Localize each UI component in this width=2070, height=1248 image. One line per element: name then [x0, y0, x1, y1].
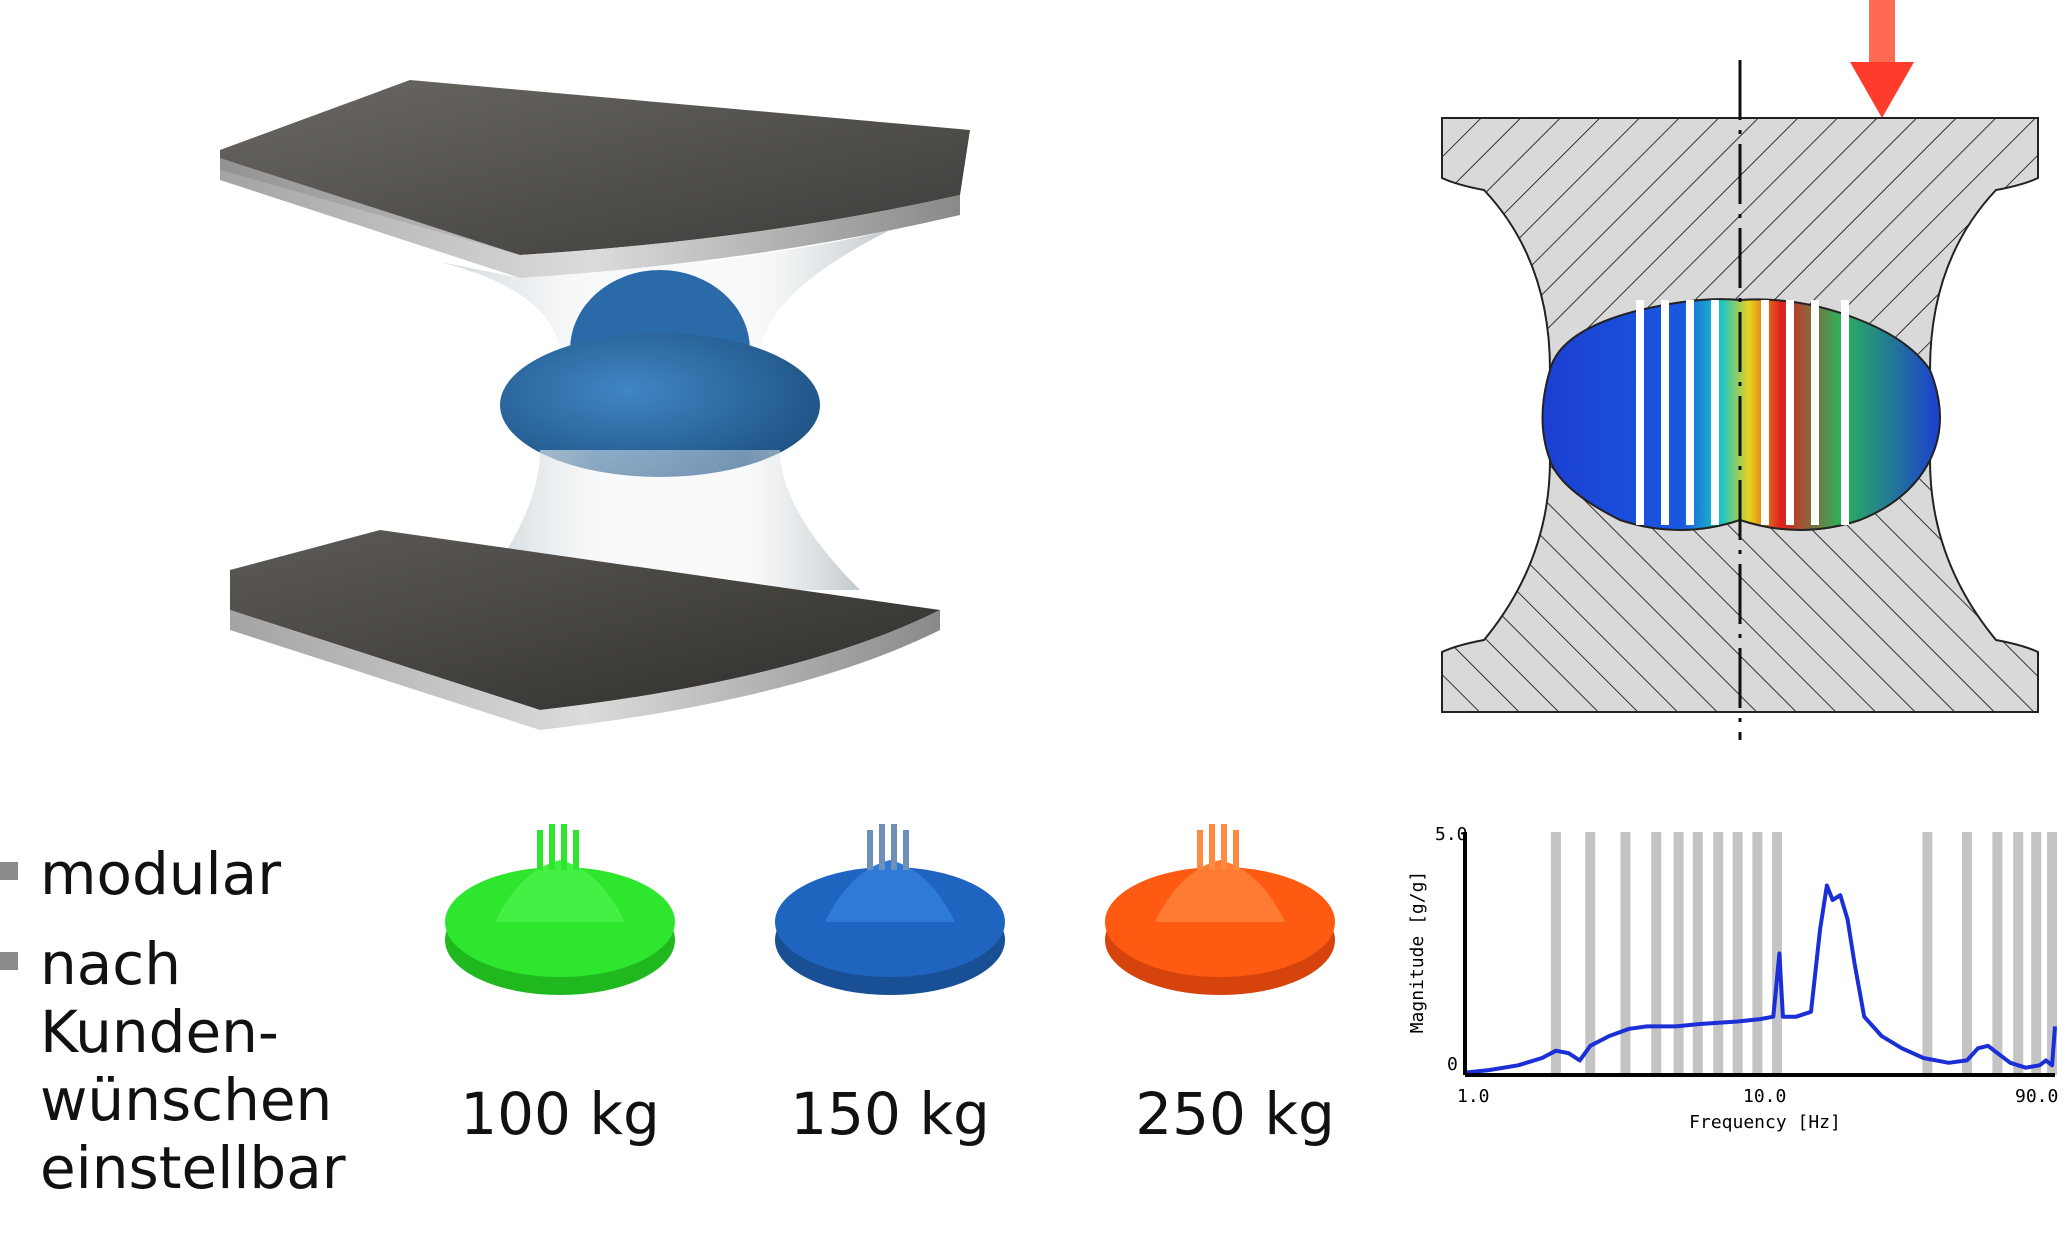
bullet-item: nach Kunden- wünschen einstellbar	[0, 930, 420, 1202]
frequency-band	[1620, 832, 1631, 1075]
y-axis-label: Magnitude [g/g]	[1407, 871, 1428, 1034]
frequency-band	[1992, 832, 2003, 1075]
bullet-square-icon	[0, 952, 18, 970]
bullet-item: modular	[0, 840, 420, 908]
frequency-band	[2047, 832, 2058, 1075]
variant-render-blue	[775, 824, 1005, 995]
feature-list: modular nach Kunden- wünschen einstellba…	[0, 840, 420, 1224]
foam-render-icon	[775, 824, 1005, 995]
frequency-band	[1713, 832, 1724, 1075]
frequency-band	[1673, 832, 1684, 1075]
x-tick-10: 10.0	[1743, 1086, 1786, 1107]
frequency-band	[1922, 832, 1933, 1075]
frequency-band	[1550, 832, 1561, 1075]
frequency-band	[1732, 832, 1743, 1075]
frequency-band	[1585, 832, 1596, 1075]
x-tick-90: 90.0	[2015, 1086, 2058, 1107]
foam-render-icon	[445, 824, 675, 995]
variant-render-orange	[1105, 824, 1335, 995]
y-tick-top: 5.0	[1435, 824, 1468, 845]
frequency-band	[1692, 832, 1703, 1075]
frequency-chart: Magnitude [g/g] Frequency [Hz] 5.0 0 1.0…	[1407, 824, 2058, 1133]
y-tick-bottom: 0	[1447, 1054, 1458, 1075]
frequency-band	[1752, 832, 1763, 1075]
weight-label-100: 100 kg	[460, 1080, 660, 1148]
foam-render-icon	[1105, 824, 1335, 995]
bullet-square-icon	[0, 862, 18, 880]
mount-photo	[220, 80, 970, 730]
weight-label-150: 150 kg	[790, 1080, 990, 1148]
frequency-band	[1651, 832, 1662, 1075]
force-arrow-icon	[1850, 0, 1914, 118]
x-axis-label: Frequency [Hz]	[1689, 1112, 1841, 1133]
series-line	[1464, 883, 2057, 1075]
section-diagram	[1441, 0, 2039, 740]
bullet-text: nach Kunden- wünschen einstellbar	[40, 930, 346, 1202]
weight-label-250: 250 kg	[1135, 1080, 1335, 1148]
frequency-band	[1961, 832, 1972, 1075]
variant-render-green	[445, 824, 675, 995]
x-tick-1: 1.0	[1457, 1086, 1490, 1107]
bullet-text: modular	[40, 840, 282, 908]
frequency-band	[2013, 832, 2024, 1075]
frequency-band	[2031, 832, 2042, 1075]
frequency-band	[1771, 832, 1782, 1075]
